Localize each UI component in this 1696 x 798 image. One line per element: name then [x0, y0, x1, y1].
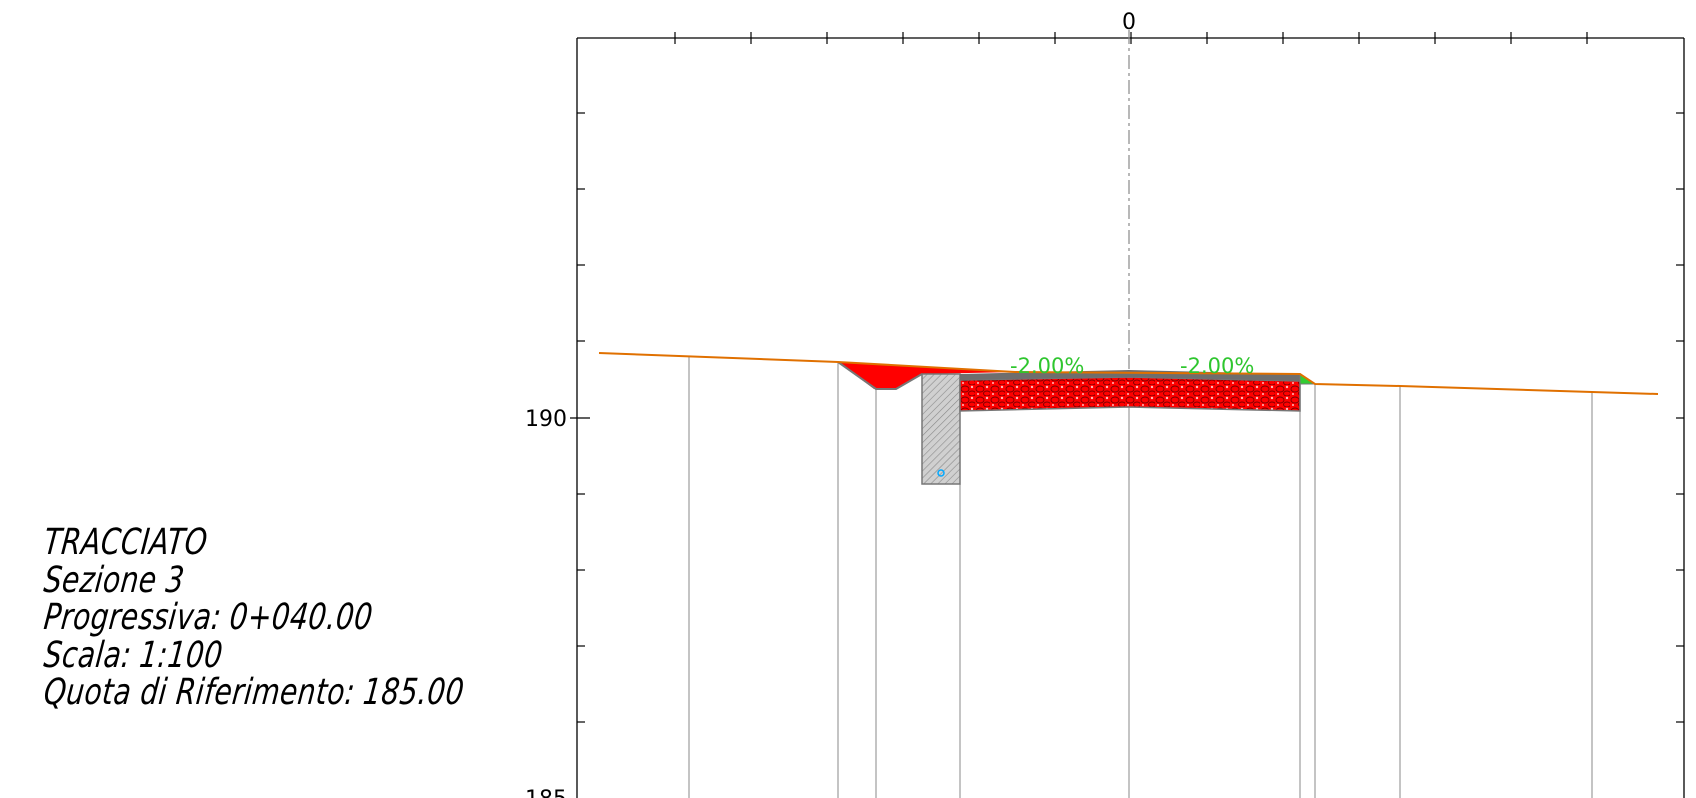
y-axis-ticks — [570, 112, 1684, 723]
scale-value: 1:100 — [137, 634, 225, 676]
datum-label: Quota di Riferimento: — [41, 672, 358, 713]
slope-label-left: -2.00% — [1010, 354, 1084, 378]
cut-area — [838, 362, 1015, 389]
chainage-line: Progressiva: 0+040.00 — [41, 597, 466, 638]
project-name: TRACCIATO — [41, 522, 210, 563]
slope-label-right: -2.00% — [1180, 354, 1254, 378]
section-frame — [576, 37, 1685, 798]
scale-label: Scala: — [41, 634, 134, 676]
y-tick-label-190: 190 — [525, 407, 567, 432]
title-block: TRACCIATO Sezione 3 Progressiva: 0+040.00… — [41, 522, 582, 713]
x-axis-zero-label: 0 — [1122, 10, 1136, 35]
chainage-label: Progressiva: — [41, 597, 224, 638]
station-lines — [688, 356, 1593, 798]
chainage-value: 0+040.00 — [227, 597, 375, 638]
drain-pipe — [937, 469, 945, 477]
ditch — [837, 361, 923, 390]
side-wall — [921, 373, 961, 485]
ground-line — [598, 352, 1659, 395]
section-label: Sezione 3 — [41, 559, 187, 601]
subbase-layer — [959, 376, 1301, 412]
datum-value: 185.00 — [361, 672, 467, 713]
scale-line: Scala: 1:100 — [41, 634, 466, 676]
x-axis-ticks — [674, 32, 1588, 44]
datum-line: Quota di Riferimento: 185.00 — [41, 672, 467, 713]
y-tick-label-185: 185 — [525, 787, 567, 798]
